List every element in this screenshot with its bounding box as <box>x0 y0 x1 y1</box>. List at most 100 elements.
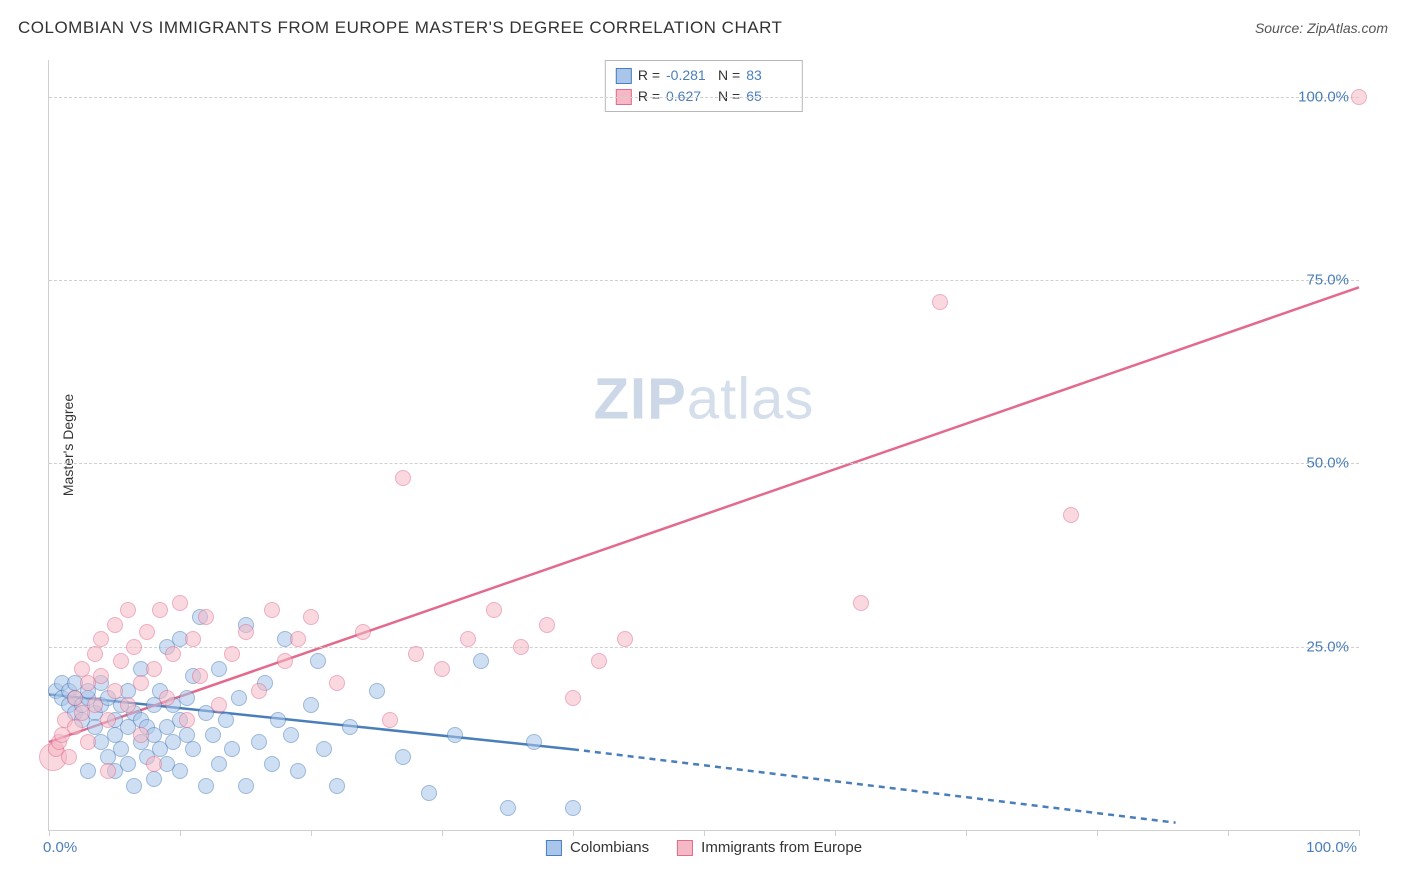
scatter-point <box>238 624 254 640</box>
scatter-point <box>310 653 326 669</box>
bottom-legend: Colombians Immigrants from Europe <box>546 839 862 856</box>
scatter-point <box>329 778 345 794</box>
scatter-point <box>185 631 201 647</box>
legend-swatch <box>546 840 562 856</box>
scatter-point <box>231 690 247 706</box>
scatter-point <box>139 624 155 640</box>
scatter-point <box>500 800 516 816</box>
scatter-point <box>165 646 181 662</box>
scatter-point <box>513 639 529 655</box>
scatter-point <box>264 602 280 618</box>
trend-line <box>573 749 1176 822</box>
scatter-point <box>67 690 83 706</box>
scatter-point <box>74 661 90 677</box>
scatter-point <box>198 609 214 625</box>
scatter-point <box>205 727 221 743</box>
x-tick <box>442 830 443 836</box>
x-tick <box>704 830 705 836</box>
scatter-point <box>224 741 240 757</box>
source-attribution: Source: ZipAtlas.com <box>1255 20 1388 36</box>
stat-n-label: N = <box>718 65 740 86</box>
scatter-point <box>152 602 168 618</box>
x-axis-min-label: 0.0% <box>43 839 77 856</box>
scatter-point <box>120 602 136 618</box>
gridline-h <box>49 97 1359 98</box>
scatter-point <box>87 697 103 713</box>
legend-label: Immigrants from Europe <box>701 839 862 856</box>
scatter-point <box>395 749 411 765</box>
scatter-point <box>932 294 948 310</box>
scatter-point <box>238 778 254 794</box>
chart-title: COLOMBIAN VS IMMIGRANTS FROM EUROPE MAST… <box>18 18 782 38</box>
plot-area: Master's Degree ZIPatlas R =-0.281N =83R… <box>48 60 1359 831</box>
scatter-point <box>395 470 411 486</box>
scatter-point <box>80 763 96 779</box>
scatter-point <box>61 749 77 765</box>
stat-r-value: -0.281 <box>666 65 712 86</box>
scatter-point <box>264 756 280 772</box>
scatter-point <box>159 690 175 706</box>
y-axis-title: Master's Degree <box>60 394 76 496</box>
x-tick <box>311 830 312 836</box>
scatter-point <box>67 719 83 735</box>
scatter-point <box>185 741 201 757</box>
x-tick <box>1359 830 1360 836</box>
x-tick <box>1228 830 1229 836</box>
trend-line <box>49 287 1359 742</box>
scatter-point <box>93 631 109 647</box>
scatter-point <box>192 668 208 684</box>
scatter-point <box>179 690 195 706</box>
scatter-point <box>277 653 293 669</box>
scatter-point <box>172 595 188 611</box>
gridline-h <box>49 647 1359 648</box>
scatter-point <box>355 624 371 640</box>
x-axis-max-label: 100.0% <box>1306 839 1357 856</box>
watermark-bold: ZIP <box>594 366 687 431</box>
legend-swatch <box>677 840 693 856</box>
scatter-point <box>120 756 136 772</box>
x-tick <box>180 830 181 836</box>
scatter-point <box>473 653 489 669</box>
legend-label: Colombians <box>570 839 649 856</box>
scatter-point <box>146 771 162 787</box>
scatter-point <box>565 690 581 706</box>
y-tick-label: 75.0% <box>1306 272 1349 289</box>
scatter-point <box>224 646 240 662</box>
x-tick <box>966 830 967 836</box>
scatter-point <box>179 712 195 728</box>
legend-item: Colombians <box>546 839 649 856</box>
y-tick-label: 50.0% <box>1306 455 1349 472</box>
scatter-point <box>290 763 306 779</box>
scatter-point <box>113 741 129 757</box>
scatter-point <box>460 631 476 647</box>
scatter-point <box>565 800 581 816</box>
scatter-point <box>218 712 234 728</box>
scatter-point <box>591 653 607 669</box>
scatter-point <box>290 631 306 647</box>
x-tick <box>835 830 836 836</box>
x-tick <box>573 830 574 836</box>
x-tick <box>49 830 50 836</box>
scatter-point <box>211 756 227 772</box>
gridline-h <box>49 280 1359 281</box>
scatter-point <box>87 646 103 662</box>
x-tick <box>1097 830 1098 836</box>
legend-item: Immigrants from Europe <box>677 839 862 856</box>
scatter-point <box>107 683 123 699</box>
scatter-point <box>526 734 542 750</box>
scatter-point <box>100 763 116 779</box>
scatter-point <box>421 785 437 801</box>
scatter-point <box>146 756 162 772</box>
scatter-point <box>126 639 142 655</box>
scatter-point <box>369 683 385 699</box>
scatter-point <box>303 697 319 713</box>
stats-row: R =-0.281N =83 <box>616 65 792 86</box>
scatter-point <box>283 727 299 743</box>
y-tick-label: 100.0% <box>1298 88 1349 105</box>
scatter-point <box>303 609 319 625</box>
scatter-point <box>408 646 424 662</box>
scatter-point <box>251 683 267 699</box>
scatter-point <box>211 697 227 713</box>
scatter-point <box>198 778 214 794</box>
scatter-point <box>120 697 136 713</box>
